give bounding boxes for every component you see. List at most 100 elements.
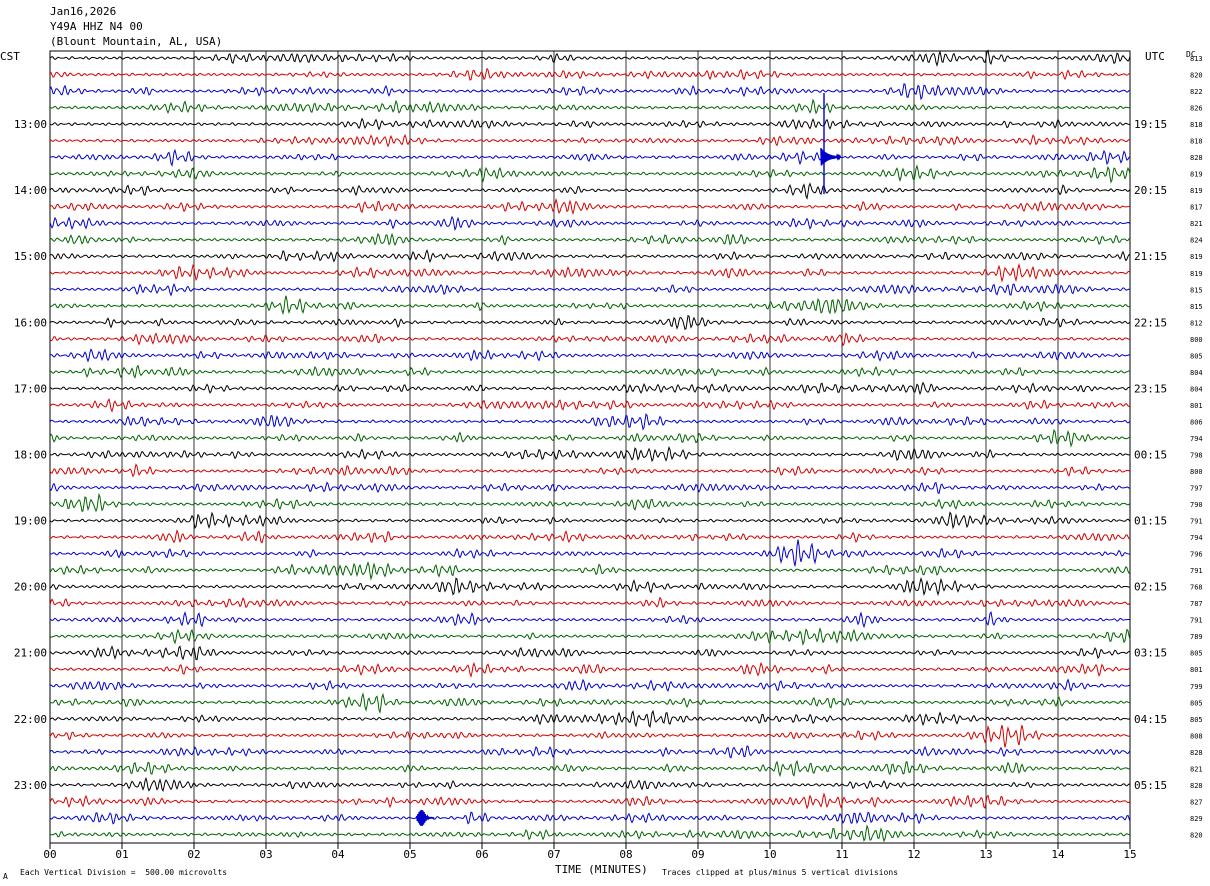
- cst-hour-label: 20:00: [14, 581, 47, 594]
- trace-row: [49, 824, 1131, 843]
- trace-row: [49, 282, 1130, 297]
- dc-offset-label: 819: [1190, 253, 1203, 261]
- dc-offset-label: 799: [1190, 683, 1203, 691]
- trace-row: [49, 445, 1131, 463]
- dc-offset-label: 794: [1190, 534, 1203, 542]
- cst-hour-label: 22:00: [14, 713, 47, 726]
- trace-row: [49, 709, 1131, 729]
- clip-note: Traces clipped at plus/minus 5 vertical …: [662, 868, 899, 877]
- x-tick-label: 13: [979, 848, 992, 861]
- trace-row: [49, 561, 1131, 581]
- dc-offset-label: 808: [1190, 732, 1203, 740]
- dc-label: DC: [1186, 50, 1196, 59]
- x-tick-label: 15: [1123, 848, 1136, 861]
- trace-row: [49, 364, 1131, 379]
- dc-offset-label: 801: [1190, 666, 1203, 674]
- trace-row: [49, 413, 1131, 431]
- dc-offset-label: 818: [1190, 121, 1203, 129]
- x-tick-label: 11: [835, 848, 848, 861]
- dc-offset-label: 791: [1190, 567, 1203, 575]
- x-tick-label: 08: [619, 848, 632, 861]
- trace-row: [49, 67, 1131, 81]
- trace-row: [49, 295, 1131, 316]
- dc-offset-label: 817: [1190, 204, 1203, 212]
- x-tick-label: 10: [763, 848, 776, 861]
- scale-note: Each Vertical Division = 500.00 microvol…: [20, 868, 228, 877]
- trace-row: [49, 626, 1131, 646]
- cst-hour-label: 21:00: [14, 647, 47, 660]
- dc-offset-label: 826: [1190, 105, 1203, 113]
- trace-row: [49, 49, 1131, 68]
- utc-hour-label: 23:15: [1134, 382, 1167, 395]
- cst-hour-label: 17:00: [14, 382, 47, 395]
- dc-offset-label: 806: [1190, 418, 1203, 426]
- x-tick-label: 01: [115, 848, 128, 861]
- dc-offset-label: 800: [1190, 336, 1203, 344]
- trace-row: [49, 776, 1131, 793]
- trace-row: [49, 529, 1131, 544]
- x-tick-label: 14: [1051, 848, 1065, 861]
- trace-row: [49, 692, 1131, 715]
- utc-hour-label: 05:15: [1134, 779, 1167, 792]
- trace-row: [49, 215, 1131, 232]
- utc-hour-label: 01:15: [1134, 515, 1167, 528]
- utc-hour-label: 19:15: [1134, 118, 1167, 131]
- dc-offset-label: 821: [1190, 765, 1203, 773]
- trace-row: [49, 596, 1131, 609]
- x-tick-label: 07: [547, 848, 560, 861]
- trace-row: [49, 98, 1131, 115]
- dc-offset-label: 790: [1190, 501, 1203, 509]
- dc-offset-label: 812: [1190, 319, 1203, 327]
- dc-offset-label: 797: [1190, 485, 1203, 493]
- cst-hour-label: 14:00: [14, 184, 47, 197]
- utc-hour-label: 03:15: [1134, 647, 1167, 660]
- dc-offset-label: 805: [1190, 650, 1203, 658]
- trace-row: [49, 759, 1131, 778]
- trace-row: [49, 164, 1131, 184]
- utc-hour-label: 04:15: [1134, 713, 1167, 726]
- trace-row: [49, 661, 1131, 678]
- trace-row: [49, 83, 1131, 101]
- trace-row: [49, 678, 1131, 692]
- dc-offset-label: 789: [1190, 633, 1203, 641]
- x-tick-label: 05: [403, 848, 416, 861]
- trace-row: [49, 332, 1131, 347]
- dc-offset-label: 804: [1190, 369, 1203, 377]
- x-tick-label: 04: [331, 848, 345, 861]
- station-date: Jan16,2026: [50, 5, 117, 18]
- dc-offset-label: 819: [1190, 171, 1203, 179]
- trace-row: [49, 315, 1131, 331]
- cst-hour-label: 16:00: [14, 316, 47, 329]
- dc-offset-label: 815: [1190, 303, 1203, 311]
- cst-hour-label: 18:00: [14, 448, 47, 461]
- trace-row: [49, 745, 1131, 759]
- trace-row: [49, 463, 1131, 478]
- utc-hour-label: 20:15: [1134, 184, 1167, 197]
- cst-hour-label: 23:00: [14, 779, 47, 792]
- dc-offset-label: 821: [1190, 220, 1203, 228]
- utc-hour-label: 22:15: [1134, 316, 1167, 329]
- dc-offset-label: 791: [1190, 617, 1203, 625]
- trace-row: [49, 232, 1131, 246]
- dc-offset-label: 805: [1190, 699, 1203, 707]
- dc-offset-label: 819: [1190, 270, 1203, 278]
- dc-offset-label: 815: [1190, 286, 1203, 294]
- utc-hour-label: 21:15: [1134, 250, 1167, 263]
- corner-mark: A: [3, 872, 8, 881]
- station-location: (Blount Mountain, AL, USA): [50, 35, 223, 48]
- dc-offset-label: 822: [1190, 88, 1203, 96]
- dc-offset-label: 796: [1190, 551, 1203, 559]
- dc-offset-label: 801: [1190, 402, 1203, 410]
- dc-offset-label: 791: [1190, 518, 1203, 526]
- x-tick-label: 03: [259, 848, 272, 861]
- cst-hour-label: 19:00: [14, 515, 47, 528]
- trace-row: [49, 792, 1131, 810]
- trace-row: [49, 428, 1131, 448]
- trace-row: [49, 511, 1131, 530]
- dc-offset-label: 787: [1190, 600, 1203, 608]
- dc-offset-label: 818: [1190, 138, 1203, 146]
- event-waveform: [820, 148, 842, 166]
- utc-hour-label: 02:15: [1134, 581, 1167, 594]
- utc-hour-label: 00:15: [1134, 448, 1167, 461]
- x-axis-label: TIME (MINUTES): [555, 863, 648, 876]
